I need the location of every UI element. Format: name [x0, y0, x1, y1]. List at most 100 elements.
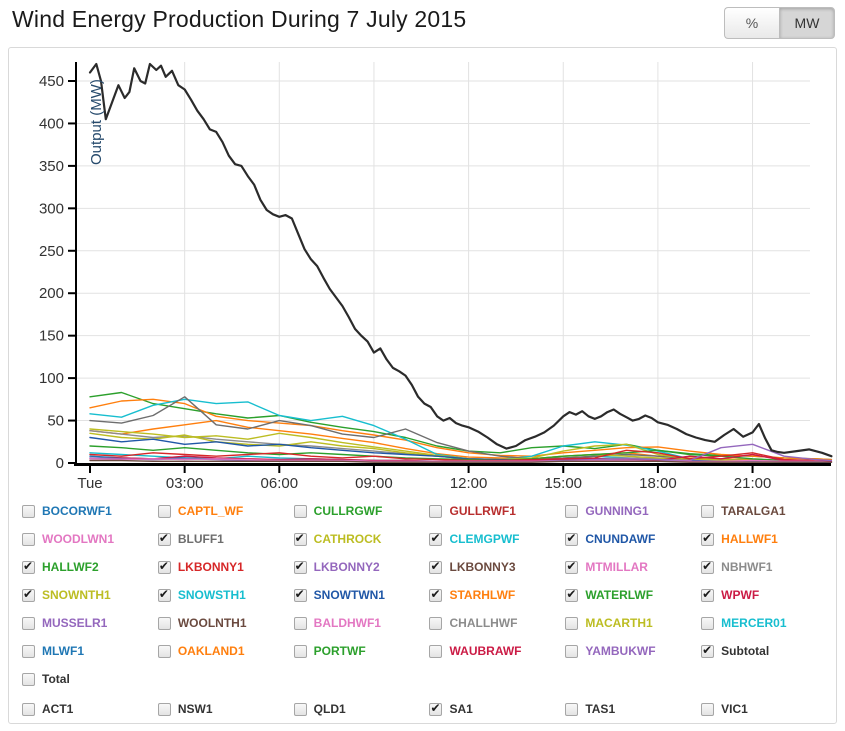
checkbox-NSW1[interactable] [157, 702, 171, 716]
checkbox-CLEMGPWF[interactable] [429, 531, 443, 546]
checkbox-QLD1[interactable] [293, 702, 307, 716]
checkbox-OAKLAND1[interactable] [157, 644, 171, 658]
y-tick-label-300: 300 [39, 200, 64, 217]
checkbox-NBHWF1[interactable] [701, 559, 715, 574]
legend-label-MLWF1[interactable]: MLWF1 [42, 644, 84, 658]
y-tick-label-0: 0 [56, 455, 64, 472]
checkbox-Subtotal[interactable] [701, 643, 715, 658]
checkbox-GULLRWF1[interactable] [429, 504, 443, 518]
checkbox-SA1[interactable] [429, 701, 443, 716]
checkbox-SNOWTWN1[interactable] [293, 587, 307, 602]
legend-label-CULLRGWF[interactable]: CULLRGWF [313, 504, 383, 518]
legend-label-YAMBUKWF[interactable]: YAMBUKWF [585, 644, 656, 658]
legend-label-OAKLAND1[interactable]: OAKLAND1 [177, 644, 245, 658]
legend-label-VIC1[interactable]: VIC1 [721, 702, 748, 716]
legend-label-MACARTH1[interactable]: MACARTH1 [585, 616, 653, 630]
checkbox-PORTWF[interactable] [293, 644, 307, 658]
legend-label-LKBONNY2[interactable]: LKBONNY2 [313, 560, 380, 574]
checkbox-LKBONNY1[interactable] [157, 559, 171, 574]
checkbox-YAMBUKWF[interactable] [565, 644, 579, 658]
checkbox-HALLWF2[interactable] [22, 559, 35, 574]
legend-label-CATHROCK[interactable]: CATHROCK [313, 532, 382, 546]
checkbox-BLUFF1[interactable] [157, 531, 171, 546]
legend-label-HALLWF1[interactable]: HALLWF1 [721, 532, 778, 546]
checkbox-TARALGA1[interactable] [701, 504, 715, 518]
checkbox-CAPTL_WF[interactable] [157, 504, 171, 518]
chart-panel: 0 50 100 150 200 250 300 350 400 450 Tue 03:00 06:00… [8, 47, 837, 724]
legend-label-HALLWF2[interactable]: HALLWF2 [42, 560, 99, 574]
legend-item-LKBONNY3: LKBONNY3 [422, 553, 558, 581]
checkbox-CATHROCK[interactable] [293, 531, 307, 546]
legend-label-TARALGA1[interactable]: TARALGA1 [721, 504, 786, 518]
checkbox-CHALLHWF[interactable] [429, 616, 443, 630]
checkbox-MUSSELR1[interactable] [22, 616, 35, 630]
checkbox-ACT1[interactable] [22, 702, 35, 716]
legend-label-ACT1[interactable]: ACT1 [42, 702, 74, 716]
legend-item-BALDHWF1: BALDHWF1 [287, 609, 423, 637]
legend-label-Subtotal[interactable]: Subtotal [721, 644, 770, 658]
legend-label-GUNNING1[interactable]: GUNNING1 [585, 504, 649, 518]
legend-label-SNOWNTH1[interactable]: SNOWNTH1 [42, 588, 111, 602]
y-tick-label-200: 200 [39, 285, 64, 302]
legend-item-CULLRGWF: CULLRGWF [287, 497, 423, 525]
legend-label-MUSSELR1[interactable]: MUSSELR1 [42, 616, 108, 630]
checkbox-HALLWF1[interactable] [701, 531, 715, 546]
legend-label-WPWF[interactable]: WPWF [721, 588, 760, 602]
checkbox-MLWF1[interactable] [22, 644, 35, 658]
mw-button[interactable]: MW [779, 7, 835, 39]
checkbox-SNOWSTH1[interactable] [157, 587, 171, 602]
legend-label-STARHLWF[interactable]: STARHLWF [449, 588, 516, 602]
legend-label-MTMILLAR[interactable]: MTMILLAR [585, 560, 648, 574]
checkbox-Total[interactable] [22, 672, 35, 686]
legend-label-CAPTL_WF[interactable]: CAPTL_WF [177, 504, 244, 518]
series-Subtotal [88, 62, 833, 458]
percent-button[interactable]: % [724, 7, 779, 39]
checkbox-WOODLWN1[interactable] [22, 532, 35, 546]
legend-label-BOCORWF1[interactable]: BOCORWF1 [42, 504, 112, 518]
legend-label-BLUFF1[interactable]: BLUFF1 [177, 532, 224, 546]
legend-label-SNOWSTH1[interactable]: SNOWSTH1 [177, 588, 246, 602]
checkbox-GUNNING1[interactable] [565, 504, 579, 518]
checkbox-LKBONNY3[interactable] [429, 559, 443, 574]
checkbox-BALDHWF1[interactable] [293, 616, 307, 630]
checkbox-TAS1[interactable] [565, 702, 579, 716]
legend-label-Total[interactable]: Total [42, 672, 70, 686]
legend-label-QLD1[interactable]: QLD1 [313, 702, 346, 716]
legend-label-LKBONNY3[interactable]: LKBONNY3 [449, 560, 516, 574]
checkbox-WAUBRAWF[interactable] [429, 644, 443, 658]
legend-label-CHALLHWF[interactable]: CHALLHWF [449, 616, 518, 630]
checkbox-CULLRGWF[interactable] [293, 504, 307, 518]
checkbox-VIC1[interactable] [701, 702, 715, 716]
legend-label-WAUBRAWF[interactable]: WAUBRAWF [449, 644, 522, 658]
checkbox-SNOWNTH1[interactable] [22, 587, 35, 602]
legend-label-PORTWF[interactable]: PORTWF [313, 644, 366, 658]
checkbox-WATERLWF[interactable] [565, 587, 579, 602]
checkbox-WPWF[interactable] [701, 587, 715, 602]
checkbox-MACARTH1[interactable] [565, 616, 579, 630]
legend-item-MTMILLAR: MTMILLAR [558, 553, 694, 581]
legend-label-WOOLNTH1[interactable]: WOOLNTH1 [177, 616, 247, 630]
legend-label-WATERLWF[interactable]: WATERLWF [585, 588, 654, 602]
legend-label-NSW1[interactable]: NSW1 [177, 702, 213, 716]
legend-label-WOODLWN1[interactable]: WOODLWN1 [42, 532, 114, 546]
legend-label-SNOWTWN1[interactable]: SNOWTWN1 [313, 588, 385, 602]
checkbox-LKBONNY2[interactable] [293, 559, 307, 574]
checkbox-CNUNDAWF[interactable] [565, 531, 579, 546]
checkbox-MTMILLAR[interactable] [565, 559, 579, 574]
legend-item-CNUNDAWF: CNUNDAWF [558, 525, 694, 553]
x-tick-label-12:00: 12:00 [450, 475, 488, 492]
legend-label-TAS1[interactable]: TAS1 [585, 702, 616, 716]
legend-label-GULLRWF1[interactable]: GULLRWF1 [449, 504, 516, 518]
legend-label-CLEMGPWF[interactable]: CLEMGPWF [449, 532, 520, 546]
legend-label-LKBONNY1[interactable]: LKBONNY1 [177, 560, 244, 574]
legend-label-SA1[interactable]: SA1 [449, 702, 473, 716]
checkbox-STARHLWF[interactable] [429, 587, 443, 602]
checkbox-WOOLNTH1[interactable] [157, 616, 171, 630]
legend-label-NBHWF1[interactable]: NBHWF1 [721, 560, 773, 574]
legend-label-MERCER01[interactable]: MERCER01 [721, 616, 787, 630]
legend-label-CNUNDAWF[interactable]: CNUNDAWF [585, 532, 656, 546]
checkbox-MERCER01[interactable] [701, 616, 715, 630]
checkbox-BOCORWF1[interactable] [22, 504, 35, 518]
y-axis-title: Output (MW) [88, 79, 105, 165]
legend-label-BALDHWF1[interactable]: BALDHWF1 [313, 616, 381, 630]
